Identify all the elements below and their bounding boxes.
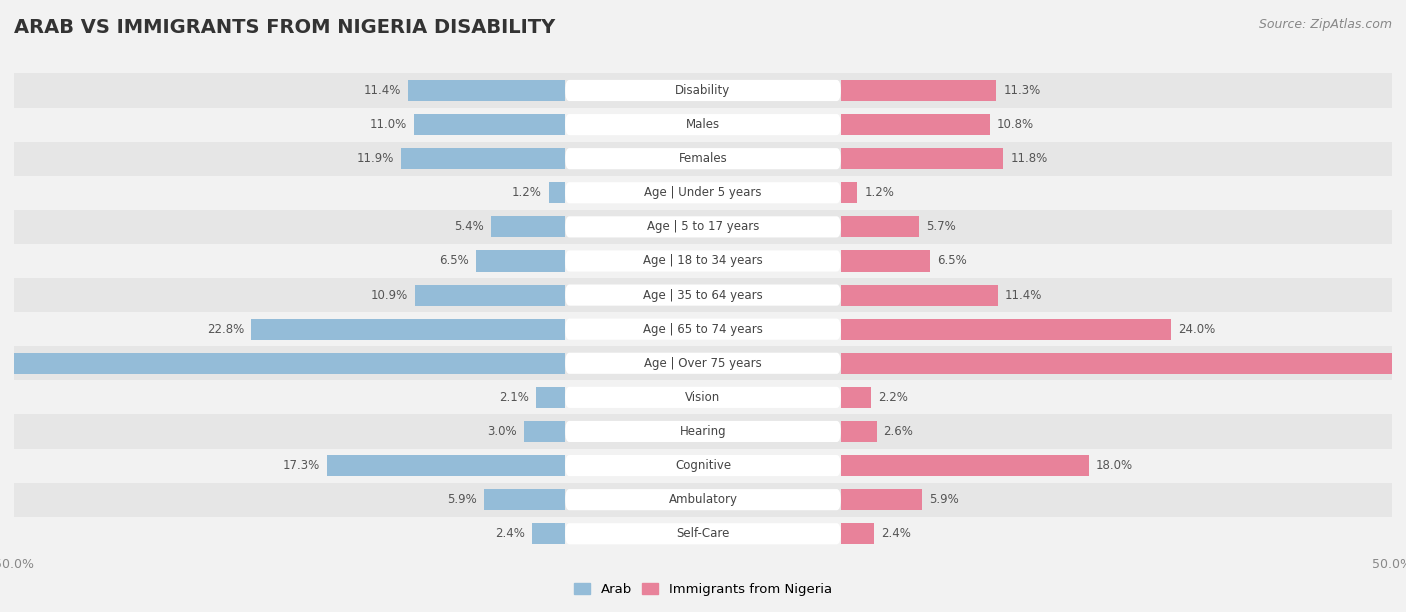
Text: 11.4%: 11.4% bbox=[364, 84, 401, 97]
Text: 24.0%: 24.0% bbox=[1178, 323, 1216, 335]
Text: 2.6%: 2.6% bbox=[883, 425, 914, 438]
Text: 22.8%: 22.8% bbox=[207, 323, 245, 335]
Bar bbox=[548, 182, 565, 203]
FancyBboxPatch shape bbox=[565, 148, 841, 170]
Bar bbox=[401, 148, 565, 170]
Bar bbox=[841, 148, 1004, 170]
Bar bbox=[14, 449, 1392, 483]
Text: Self-Care: Self-Care bbox=[676, 528, 730, 540]
Bar bbox=[14, 380, 1392, 414]
Bar bbox=[14, 73, 1392, 108]
Text: 18.0%: 18.0% bbox=[1095, 459, 1133, 472]
Text: Vision: Vision bbox=[685, 391, 721, 404]
Bar bbox=[14, 176, 1392, 210]
FancyBboxPatch shape bbox=[565, 216, 841, 237]
Text: 10.9%: 10.9% bbox=[371, 289, 408, 302]
Text: 11.8%: 11.8% bbox=[1011, 152, 1047, 165]
Text: 5.4%: 5.4% bbox=[454, 220, 484, 233]
Text: Age | 65 to 74 years: Age | 65 to 74 years bbox=[643, 323, 763, 335]
Text: ARAB VS IMMIGRANTS FROM NIGERIA DISABILITY: ARAB VS IMMIGRANTS FROM NIGERIA DISABILI… bbox=[14, 18, 555, 37]
Text: Males: Males bbox=[686, 118, 720, 131]
Bar bbox=[415, 285, 565, 305]
Bar bbox=[841, 455, 1088, 476]
Bar bbox=[841, 523, 875, 544]
Text: Age | Over 75 years: Age | Over 75 years bbox=[644, 357, 762, 370]
FancyBboxPatch shape bbox=[565, 421, 841, 442]
Bar bbox=[14, 346, 1392, 380]
Bar bbox=[408, 80, 565, 101]
Bar bbox=[475, 250, 565, 272]
Text: 3.0%: 3.0% bbox=[488, 425, 517, 438]
Text: 1.2%: 1.2% bbox=[865, 186, 894, 200]
Text: Disability: Disability bbox=[675, 84, 731, 97]
Text: 17.3%: 17.3% bbox=[283, 459, 321, 472]
Text: Females: Females bbox=[679, 152, 727, 165]
FancyBboxPatch shape bbox=[565, 250, 841, 272]
Bar bbox=[841, 250, 931, 272]
FancyBboxPatch shape bbox=[565, 489, 841, 510]
Bar bbox=[14, 483, 1392, 517]
Text: Age | 35 to 64 years: Age | 35 to 64 years bbox=[643, 289, 763, 302]
Bar bbox=[326, 455, 565, 476]
FancyBboxPatch shape bbox=[565, 387, 841, 408]
Bar bbox=[0, 353, 565, 374]
Text: 1.2%: 1.2% bbox=[512, 186, 541, 200]
Bar bbox=[14, 244, 1392, 278]
FancyBboxPatch shape bbox=[565, 353, 841, 374]
Bar bbox=[14, 210, 1392, 244]
Bar bbox=[841, 285, 998, 305]
Text: 2.4%: 2.4% bbox=[880, 528, 911, 540]
FancyBboxPatch shape bbox=[565, 114, 841, 135]
Text: 2.4%: 2.4% bbox=[495, 528, 526, 540]
Text: Ambulatory: Ambulatory bbox=[668, 493, 738, 506]
Bar bbox=[536, 387, 565, 408]
Bar bbox=[841, 114, 990, 135]
Text: 5.7%: 5.7% bbox=[927, 220, 956, 233]
Legend: Arab, Immigrants from Nigeria: Arab, Immigrants from Nigeria bbox=[569, 578, 837, 602]
Bar bbox=[14, 312, 1392, 346]
Bar bbox=[531, 523, 565, 544]
Bar bbox=[841, 387, 872, 408]
Bar bbox=[413, 114, 565, 135]
Text: Age | 18 to 34 years: Age | 18 to 34 years bbox=[643, 255, 763, 267]
Bar bbox=[841, 216, 920, 237]
Bar bbox=[841, 421, 876, 442]
Text: 11.4%: 11.4% bbox=[1005, 289, 1042, 302]
Bar bbox=[491, 216, 565, 237]
Bar bbox=[484, 489, 565, 510]
Text: 11.9%: 11.9% bbox=[357, 152, 394, 165]
Text: 2.1%: 2.1% bbox=[499, 391, 530, 404]
Bar bbox=[14, 414, 1392, 449]
Bar bbox=[841, 489, 922, 510]
Text: Age | Under 5 years: Age | Under 5 years bbox=[644, 186, 762, 200]
Text: 11.0%: 11.0% bbox=[370, 118, 406, 131]
Bar bbox=[14, 278, 1392, 312]
Bar bbox=[841, 182, 858, 203]
Bar bbox=[841, 319, 1171, 340]
Text: 10.8%: 10.8% bbox=[997, 118, 1033, 131]
Text: 5.9%: 5.9% bbox=[447, 493, 477, 506]
Bar bbox=[524, 421, 565, 442]
Bar bbox=[841, 353, 1406, 374]
FancyBboxPatch shape bbox=[565, 285, 841, 305]
Text: 2.2%: 2.2% bbox=[877, 391, 908, 404]
FancyBboxPatch shape bbox=[565, 182, 841, 203]
Text: 6.5%: 6.5% bbox=[938, 255, 967, 267]
Text: 5.9%: 5.9% bbox=[929, 493, 959, 506]
FancyBboxPatch shape bbox=[565, 319, 841, 340]
Bar bbox=[14, 141, 1392, 176]
Text: Age | 5 to 17 years: Age | 5 to 17 years bbox=[647, 220, 759, 233]
Bar bbox=[14, 108, 1392, 141]
Text: 6.5%: 6.5% bbox=[439, 255, 468, 267]
Text: Hearing: Hearing bbox=[679, 425, 727, 438]
FancyBboxPatch shape bbox=[565, 523, 841, 544]
FancyBboxPatch shape bbox=[565, 80, 841, 101]
Text: Source: ZipAtlas.com: Source: ZipAtlas.com bbox=[1258, 18, 1392, 31]
Bar bbox=[252, 319, 565, 340]
Bar bbox=[14, 517, 1392, 551]
Bar bbox=[841, 80, 997, 101]
FancyBboxPatch shape bbox=[565, 455, 841, 476]
Text: 11.3%: 11.3% bbox=[1004, 84, 1040, 97]
Text: Cognitive: Cognitive bbox=[675, 459, 731, 472]
